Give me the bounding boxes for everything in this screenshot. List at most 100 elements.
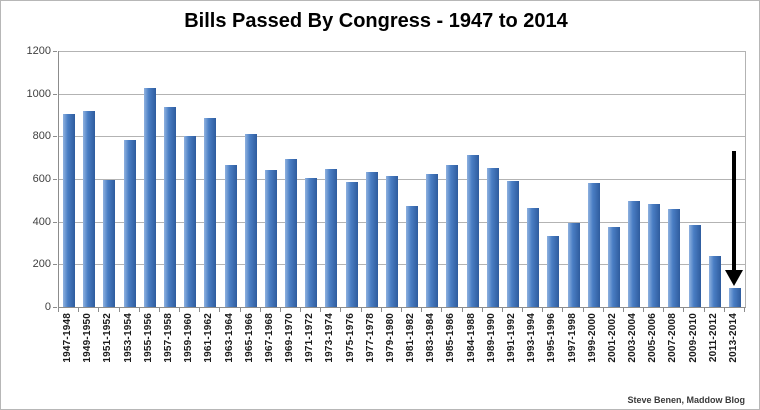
x-axis-tick-label: 1991-1992 xyxy=(505,313,517,363)
x-axis-tick xyxy=(683,308,685,312)
x-axis-tick xyxy=(723,308,725,312)
y-axis-tick xyxy=(53,51,57,52)
down-arrow-annotation-head xyxy=(724,269,743,286)
bar xyxy=(587,183,600,307)
x-axis-tick-label: 1979-1980 xyxy=(384,313,396,363)
x-axis-tick xyxy=(259,308,261,312)
x-axis-tick-label: 2007-2008 xyxy=(667,313,679,363)
x-axis-tick xyxy=(239,308,241,312)
gridline xyxy=(59,93,745,95)
bar xyxy=(345,181,358,307)
x-axis-tick-label: 1989-1990 xyxy=(485,313,497,363)
x-axis-tick xyxy=(421,308,423,312)
x-axis-tick-label: 1959-1960 xyxy=(183,313,195,363)
x-axis-tick xyxy=(622,308,624,312)
y-axis-tick xyxy=(53,93,57,95)
bar xyxy=(607,226,620,307)
down-arrow-annotation-line xyxy=(731,151,736,272)
bar xyxy=(325,168,338,307)
x-axis-tick-label: 1969-1970 xyxy=(284,313,296,363)
bar xyxy=(527,207,540,307)
x-axis-tick xyxy=(380,308,382,312)
x-axis-tick xyxy=(219,308,221,312)
y-axis-tick xyxy=(53,221,57,223)
x-axis-tick xyxy=(78,308,80,312)
bar xyxy=(285,158,298,307)
x-axis-tick-label: 1997-1998 xyxy=(566,313,578,363)
bar xyxy=(184,136,197,307)
plot-area xyxy=(58,51,746,308)
x-axis-tick xyxy=(340,308,342,312)
bar xyxy=(547,235,560,307)
bar xyxy=(506,181,519,307)
y-axis-tick-label: 1000 xyxy=(26,87,51,100)
bar xyxy=(446,165,459,307)
gridline xyxy=(59,136,745,138)
bar xyxy=(385,176,398,307)
y-axis-tick xyxy=(53,307,57,308)
x-axis-tick-label: 2003-2004 xyxy=(627,313,639,363)
x-axis-tick-label: 1984-1988 xyxy=(465,313,477,363)
x-axis-tick-label: 1983-1984 xyxy=(425,313,437,363)
x-axis-tick-label: 1975-1976 xyxy=(344,313,356,363)
x-axis-tick xyxy=(401,308,402,312)
bar xyxy=(63,113,76,307)
bar xyxy=(688,225,701,307)
bar xyxy=(264,170,277,307)
x-axis-tick-label: 1971-1972 xyxy=(304,313,316,363)
x-axis-tick xyxy=(320,308,322,312)
x-axis-tick xyxy=(643,308,645,312)
bar xyxy=(123,140,136,307)
x-axis-tick-label: 1993-1994 xyxy=(526,313,538,363)
bar xyxy=(224,164,237,307)
x-axis-tick xyxy=(562,308,564,312)
bar xyxy=(486,168,499,307)
x-axis-tick xyxy=(179,308,181,312)
x-axis-tick-label: 1953-1954 xyxy=(122,313,134,363)
x-axis-tick-label: 1973-1974 xyxy=(324,313,336,363)
x-axis-tick xyxy=(703,308,705,312)
bar xyxy=(163,107,176,307)
x-axis-tick xyxy=(199,308,201,312)
x-axis-tick xyxy=(138,308,140,312)
bar xyxy=(204,118,217,307)
bar xyxy=(668,208,681,307)
x-axis-tick xyxy=(300,308,302,312)
bar xyxy=(305,177,318,307)
gridline xyxy=(59,264,745,266)
x-axis-tick-label: 1995-1996 xyxy=(546,313,558,363)
y-axis-tick-label: 400 xyxy=(32,215,51,228)
x-axis-tick-label: 2001-2002 xyxy=(606,313,618,363)
x-axis-tick xyxy=(118,308,120,312)
x-axis-tick xyxy=(582,308,584,312)
x-axis-tick-label: 1999-2000 xyxy=(586,313,598,363)
x-axis-tick xyxy=(542,308,544,312)
y-axis-tick xyxy=(53,179,57,180)
y-axis-tick xyxy=(53,264,57,266)
bar xyxy=(143,87,156,307)
y-axis-tick-label: 800 xyxy=(32,130,51,143)
y-axis-tick-label: 1200 xyxy=(26,45,51,57)
x-axis-tick-label: 1963-1964 xyxy=(223,313,235,363)
chart-title: Bills Passed By Congress - 1947 to 2014 xyxy=(184,10,568,32)
bar xyxy=(466,154,479,307)
bar xyxy=(83,110,96,307)
x-axis-tick-label: 1961-1962 xyxy=(203,313,215,363)
y-axis-tick xyxy=(53,136,57,138)
x-axis-tick xyxy=(522,308,524,312)
x-axis-tick-label: 1977-1978 xyxy=(364,313,376,363)
x-axis-tick-label: 2005-2006 xyxy=(647,313,659,363)
bar xyxy=(244,134,257,307)
gridline xyxy=(59,179,745,180)
x-axis-tick-label: 1981-1982 xyxy=(405,313,417,363)
x-axis-tick xyxy=(98,308,100,312)
x-axis-tick xyxy=(360,308,362,312)
y-axis-tick-label: 200 xyxy=(32,258,51,271)
x-axis-tick-label: 1985-1986 xyxy=(445,313,457,363)
attribution-text: Steve Benen, Maddow Blog xyxy=(627,395,745,405)
x-axis-tick xyxy=(744,308,745,312)
bar xyxy=(708,256,721,307)
y-axis-tick-label: 600 xyxy=(32,173,51,185)
x-axis-tick-label: 1965-1966 xyxy=(243,313,255,363)
x-axis-tick-label: 1957-1958 xyxy=(162,313,174,363)
